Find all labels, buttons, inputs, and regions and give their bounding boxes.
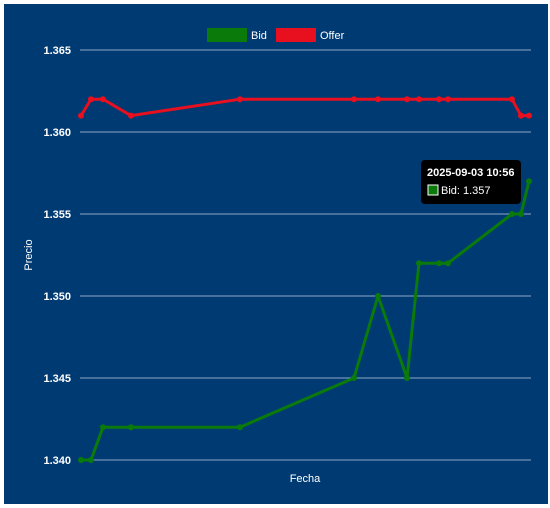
tooltip-box	[421, 160, 521, 204]
data-point-offer[interactable]	[416, 96, 422, 103]
data-point-offer[interactable]	[518, 112, 524, 119]
y-tick-label: 1.355	[43, 209, 71, 221]
tooltip-swatch	[427, 184, 439, 196]
data-point-bid[interactable]	[351, 375, 357, 381]
data-point-bid[interactable]	[78, 457, 84, 463]
data-point-bid[interactable]	[404, 375, 410, 381]
legend-label-bid[interactable]: Bid	[251, 30, 267, 42]
chart-panel	[4, 4, 548, 504]
data-point-offer[interactable]	[445, 96, 451, 103]
data-point-bid[interactable]	[237, 424, 243, 431]
grid-lines	[80, 49, 531, 461]
data-point-bid[interactable]	[445, 260, 451, 267]
data-point-bid[interactable]	[518, 211, 524, 217]
y-tick-label: 1.360	[43, 127, 71, 139]
series-bid	[78, 178, 532, 463]
legend-label-offer[interactable]: Offer	[320, 30, 345, 42]
data-point-bid[interactable]	[509, 211, 515, 217]
y-axis-title: Precio	[23, 239, 35, 270]
data-point-bid[interactable]	[88, 457, 94, 463]
data-point-offer[interactable]	[237, 96, 243, 103]
legend-swatch-bid[interactable]	[207, 28, 247, 42]
y-tick-label: 1.345	[43, 373, 71, 385]
data-point-bid[interactable]	[526, 178, 532, 185]
data-point-offer[interactable]	[509, 96, 515, 103]
data-point-bid[interactable]	[128, 424, 134, 431]
data-point-bid[interactable]	[436, 260, 442, 267]
series-line-offer	[79, 97, 529, 118]
y-tick-label: 1.365	[43, 45, 71, 57]
series-line-bid	[81, 180, 531, 462]
legend-swatch-offer[interactable]	[276, 28, 316, 42]
data-point-offer[interactable]	[100, 96, 106, 103]
y-tick-label: 1.350	[43, 291, 71, 303]
tooltip: 2025-09-03 10:56 Bid: 1.357	[421, 160, 521, 204]
data-point-offer[interactable]	[128, 112, 134, 119]
data-point-offer[interactable]	[436, 96, 442, 103]
series-offer	[78, 96, 532, 119]
data-point-offer[interactable]	[404, 96, 410, 103]
data-point-bid[interactable]	[416, 260, 422, 267]
data-point-bid[interactable]	[375, 293, 381, 299]
series-layer	[78, 96, 532, 463]
data-point-offer[interactable]	[375, 96, 381, 103]
legend: Bid Offer	[207, 28, 345, 42]
data-point-bid[interactable]	[100, 424, 106, 431]
y-axis-ticks: 1.340 1.345 1.350 1.355 1.360 1.365	[43, 45, 71, 467]
data-point-offer[interactable]	[526, 112, 532, 119]
data-point-offer[interactable]	[78, 112, 84, 119]
tooltip-label: Bid: 1.357	[441, 185, 491, 197]
data-point-offer[interactable]	[88, 96, 94, 103]
tooltip-title: 2025-09-03 10:56	[427, 167, 514, 179]
x-axis-title: Fecha	[290, 473, 321, 485]
data-point-offer[interactable]	[351, 96, 357, 103]
y-tick-label: 1.340	[43, 455, 71, 467]
